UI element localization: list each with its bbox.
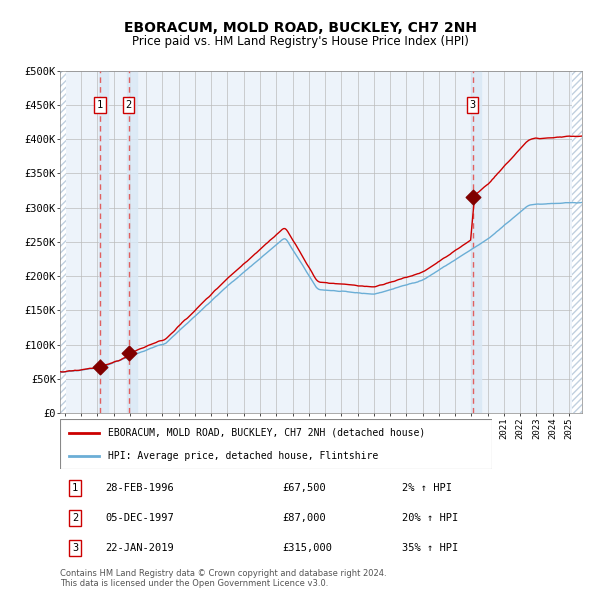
Text: 2: 2 — [125, 100, 132, 110]
FancyBboxPatch shape — [60, 419, 492, 469]
Text: 22-JAN-2019: 22-JAN-2019 — [105, 543, 174, 553]
Text: 1: 1 — [97, 100, 103, 110]
Text: 2: 2 — [72, 513, 78, 523]
Text: 2% ↑ HPI: 2% ↑ HPI — [402, 483, 452, 493]
Text: This data is licensed under the Open Government Licence v3.0.: This data is licensed under the Open Gov… — [60, 579, 328, 588]
Bar — [471, 71, 481, 413]
Text: 20% ↑ HPI: 20% ↑ HPI — [402, 513, 458, 523]
Text: 1: 1 — [72, 483, 78, 493]
Text: £87,000: £87,000 — [282, 513, 326, 523]
Text: EBORACUM, MOLD ROAD, BUCKLEY, CH7 2NH: EBORACUM, MOLD ROAD, BUCKLEY, CH7 2NH — [124, 21, 476, 35]
Text: 05-DEC-1997: 05-DEC-1997 — [105, 513, 174, 523]
Point — [124, 349, 133, 358]
Text: Price paid vs. HM Land Registry's House Price Index (HPI): Price paid vs. HM Land Registry's House … — [131, 35, 469, 48]
Text: 28-FEB-1996: 28-FEB-1996 — [105, 483, 174, 493]
Text: Contains HM Land Registry data © Crown copyright and database right 2024.: Contains HM Land Registry data © Crown c… — [60, 569, 386, 578]
Text: 3: 3 — [469, 100, 476, 110]
Point — [95, 362, 105, 372]
Text: 35% ↑ HPI: 35% ↑ HPI — [402, 543, 458, 553]
Bar — [127, 71, 137, 413]
Text: £67,500: £67,500 — [282, 483, 326, 493]
Text: 3: 3 — [72, 543, 78, 553]
Text: £315,000: £315,000 — [282, 543, 332, 553]
Point — [468, 193, 478, 202]
Text: EBORACUM, MOLD ROAD, BUCKLEY, CH7 2NH (detached house): EBORACUM, MOLD ROAD, BUCKLEY, CH7 2NH (d… — [107, 428, 425, 438]
Bar — [99, 71, 108, 413]
Text: HPI: Average price, detached house, Flintshire: HPI: Average price, detached house, Flin… — [107, 451, 378, 461]
